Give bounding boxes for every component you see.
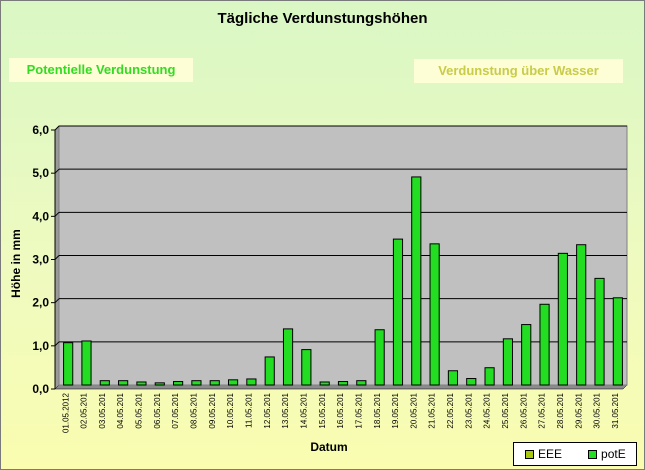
x-tick-label: 11.05.201 — [244, 392, 253, 428]
x-tick-label: 29.05.201 — [574, 392, 583, 428]
bar — [99, 380, 110, 386]
bar — [356, 380, 367, 386]
y-tick-label: 1,0 — [32, 339, 49, 353]
x-tick-label: 03.05.201 — [98, 392, 107, 428]
x-tick-label: 08.05.201 — [190, 392, 199, 428]
x-tick-label: 16.05.201 — [336, 392, 345, 428]
bar — [484, 367, 495, 386]
bar — [191, 380, 202, 386]
x-tick-label: 15.05.201 — [318, 392, 327, 428]
y-tick-label: 0,0 — [32, 382, 49, 396]
bar — [594, 277, 605, 386]
x-tick-label: 10.05.201 — [226, 392, 235, 428]
bar — [521, 324, 532, 386]
bar — [118, 380, 129, 386]
x-tick-label: 09.05.201 — [208, 392, 217, 428]
bar — [282, 328, 294, 386]
legend-label-eee: EEE — [538, 447, 563, 461]
gridline-side — [54, 125, 60, 131]
bar — [466, 378, 477, 386]
bar — [539, 303, 550, 386]
x-tick-label: 12.05.201 — [263, 392, 272, 428]
gridline-side — [54, 341, 60, 347]
gridline-side — [54, 255, 60, 260]
bar — [374, 329, 385, 386]
x-tick-label: 19.05.201 — [391, 392, 400, 428]
bar — [392, 238, 404, 386]
bar — [429, 243, 440, 386]
x-tick-label: 30.05.201 — [593, 392, 602, 428]
legend-label-pote: potE — [601, 447, 626, 461]
x-tick-label: 02.05.201 — [80, 392, 89, 428]
y-tick-label: 6,0 — [32, 123, 49, 137]
bar — [337, 381, 349, 386]
bar — [227, 379, 239, 386]
y-tick-label: 4,0 — [32, 209, 49, 223]
x-tick-label: 06.05.201 — [153, 392, 162, 428]
tab-verdunstung-ueber-wasser[interactable]: Verdunstung über Wasser — [414, 59, 623, 83]
bar — [154, 382, 165, 386]
x-tick-label: 28.05.201 — [556, 392, 565, 428]
x-tick-label: 01.05.2012 — [61, 392, 70, 433]
bar — [136, 381, 147, 386]
legend-swatch-pote — [588, 449, 598, 459]
legend-item-eee: EEE — [525, 447, 562, 461]
x-tick-label: 18.05.201 — [373, 392, 382, 428]
x-tick-label: 26.05.201 — [519, 392, 528, 428]
chart-legend: EEE potE — [513, 442, 637, 466]
gridline-side — [54, 211, 60, 217]
legend-item-pote: potE — [588, 447, 626, 461]
x-tick-label: 23.05.201 — [464, 392, 473, 428]
x-tick-label: 21.05.201 — [428, 392, 437, 428]
bar — [81, 340, 92, 386]
bar — [301, 349, 312, 386]
x-tick-label: 27.05.201 — [538, 392, 547, 428]
bar — [209, 380, 220, 386]
x-tick-label: 04.05.201 — [116, 392, 125, 428]
x-tick-label: 20.05.201 — [409, 392, 418, 428]
bar — [447, 370, 459, 386]
x-tick-label: 24.05.201 — [483, 392, 492, 428]
x-tick-label: 31.05.201 — [611, 392, 620, 428]
gridline-side — [54, 168, 60, 174]
bar — [502, 338, 513, 386]
y-tick-label: 3,0 — [32, 253, 49, 267]
x-tick-label: 13.05.201 — [281, 392, 290, 428]
x-tick-label: 07.05.201 — [171, 392, 180, 428]
x-tick-label: 22.05.201 — [446, 392, 455, 428]
plot-floor — [54, 384, 628, 390]
bar — [576, 244, 587, 386]
y-axis-title: Höhe in mm — [9, 229, 23, 298]
bar — [319, 381, 330, 386]
x-tick-label: 17.05.201 — [354, 392, 363, 428]
x-tick-label: 14.05.201 — [299, 392, 308, 428]
bar — [264, 356, 275, 386]
bar — [63, 342, 74, 386]
chart-title: Tägliche Verdunstungshöhen — [217, 10, 428, 27]
legend-swatch-eee — [525, 449, 534, 459]
bar — [557, 252, 568, 386]
x-tick-label: 25.05.201 — [501, 392, 510, 428]
bar — [612, 297, 623, 386]
bar — [246, 378, 257, 386]
bar — [173, 381, 184, 386]
x-axis-title: Datum — [310, 440, 347, 454]
bar — [411, 176, 422, 386]
gridline-side — [54, 298, 60, 304]
tab-potentielle-verdunstung[interactable]: Potentielle Verdunstung — [9, 58, 193, 82]
x-tick-label: 05.05.201 — [135, 392, 144, 428]
y-tick-label: 2,0 — [32, 296, 49, 310]
y-tick-label: 5,0 — [32, 166, 49, 180]
